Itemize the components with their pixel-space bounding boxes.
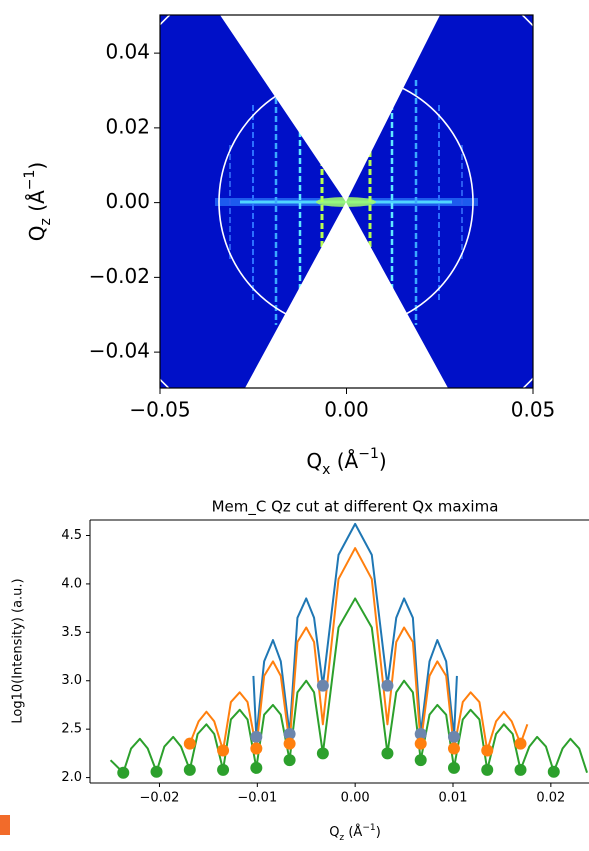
point <box>217 744 230 757</box>
label-part: (Å <box>25 190 49 218</box>
mask <box>245 202 448 388</box>
point <box>447 742 460 755</box>
point <box>250 730 263 743</box>
y-tick-label: −0.04 <box>89 339 150 363</box>
y-tick-label: 4.0 <box>61 576 82 591</box>
point <box>447 730 460 743</box>
point <box>481 763 494 776</box>
label-part: −1 <box>358 446 379 462</box>
point <box>414 737 427 750</box>
label-part: z <box>339 833 344 843</box>
x-tick-label: −0.05 <box>129 398 190 422</box>
ring <box>218 74 474 330</box>
point <box>183 737 196 750</box>
y-tick-label: 2.0 <box>61 770 82 785</box>
detector-image <box>160 15 533 388</box>
label-part: Q <box>329 825 339 840</box>
y-tick-label: 0.02 <box>105 114 150 138</box>
ui-artifact <box>0 815 10 835</box>
label-part: ) <box>379 449 387 473</box>
point <box>414 754 427 767</box>
y-tick-label: −0.02 <box>89 264 150 288</box>
point <box>283 728 296 741</box>
x-tick-label: 0.00 <box>324 398 369 422</box>
y-tick-label: 0.00 <box>105 189 150 213</box>
y-axis-label: Log10(Intensity) (a.u.) <box>11 578 26 723</box>
x-tick-label: 0.02 <box>536 791 565 806</box>
y-tick-label: 0.04 <box>105 40 150 64</box>
label-part: (Å <box>330 449 358 473</box>
point <box>447 761 460 774</box>
point <box>117 766 130 779</box>
axis-label: Qx (Å−1) <box>306 446 386 478</box>
label-part: Q <box>306 449 322 473</box>
label-part: (Å <box>344 824 362 840</box>
point <box>381 747 394 760</box>
y-tick-label: 3.5 <box>61 625 82 640</box>
chart-title: Mem_C Qz cut at different Qx maxima <box>212 498 499 517</box>
point <box>250 742 263 755</box>
label-part: −1 <box>22 170 38 191</box>
point <box>381 679 394 692</box>
point <box>481 744 494 757</box>
point <box>183 763 196 776</box>
point <box>150 765 163 778</box>
point <box>547 765 560 778</box>
label-part: z <box>38 218 54 225</box>
point <box>514 737 527 750</box>
series-line <box>185 547 529 752</box>
label-part: ) <box>25 162 49 170</box>
point <box>316 747 329 760</box>
point <box>217 763 230 776</box>
point <box>316 679 329 692</box>
axis-label: Qz (Å−1) <box>22 162 54 241</box>
point <box>514 763 527 776</box>
plot-area <box>109 522 588 779</box>
point <box>414 728 427 741</box>
x-tick-label: −0.01 <box>237 791 277 806</box>
y-tick-label: 2.5 <box>61 722 82 737</box>
label-part: ) <box>376 825 381 840</box>
axis-label: Qz (Å−1) <box>329 823 381 843</box>
x-tick-label: 0.05 <box>511 398 556 422</box>
axes-frame <box>89 519 589 784</box>
label-part: −1 <box>362 823 375 833</box>
mask <box>220 15 440 202</box>
label-part: x <box>322 462 330 478</box>
x-tick-label: −0.02 <box>140 791 180 806</box>
series-line <box>252 522 458 738</box>
x-tick-label: 0.01 <box>439 791 468 806</box>
y-tick-label: 3.0 <box>61 673 82 688</box>
point <box>283 737 296 750</box>
x-tick-label: 0.00 <box>341 791 370 806</box>
label-part: Q <box>25 225 49 241</box>
point <box>283 754 296 767</box>
point <box>250 761 263 774</box>
y-tick-label: 4.5 <box>61 528 82 543</box>
